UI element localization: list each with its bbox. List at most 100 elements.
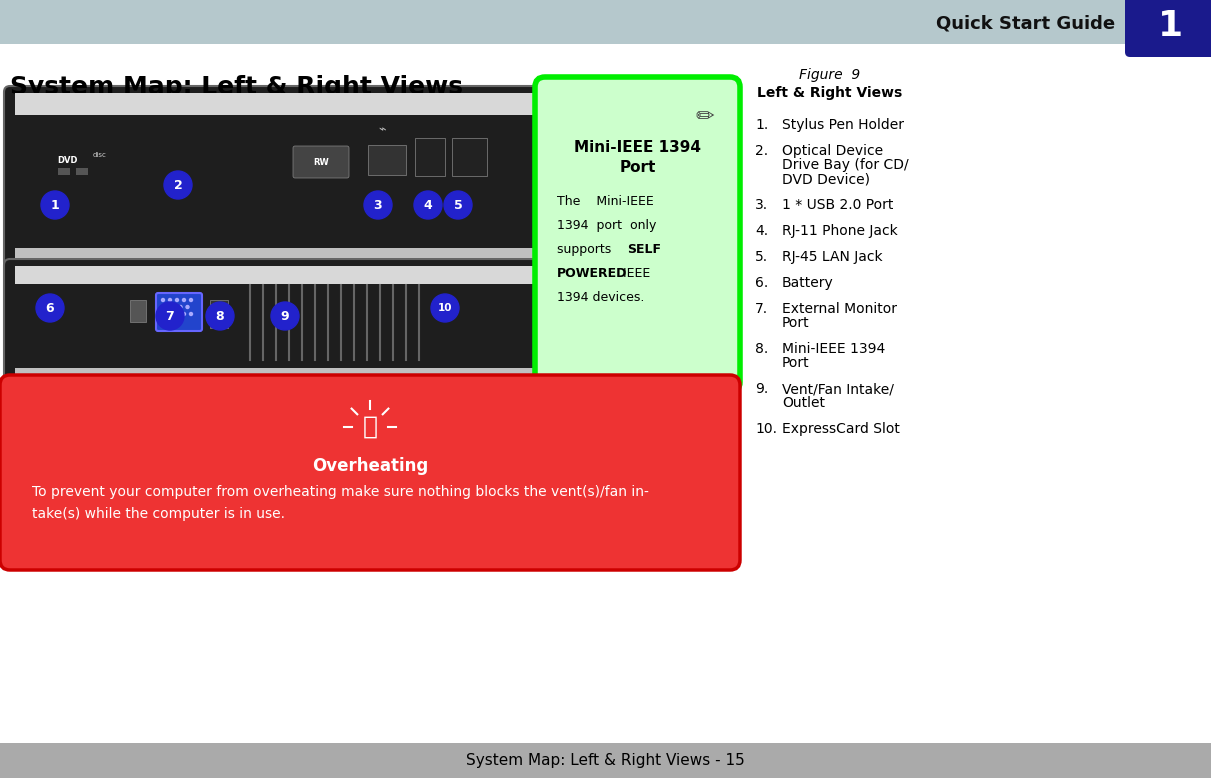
- Text: Mini-IEEE 1394: Mini-IEEE 1394: [782, 342, 885, 356]
- Text: supports: supports: [557, 243, 627, 256]
- FancyBboxPatch shape: [1125, 0, 1211, 57]
- Text: 7: 7: [166, 310, 174, 323]
- Text: 1: 1: [51, 198, 59, 212]
- Text: DVD: DVD: [58, 156, 79, 164]
- Circle shape: [431, 294, 459, 322]
- Text: 4: 4: [424, 198, 432, 212]
- Bar: [15, 368, 540, 376]
- FancyBboxPatch shape: [535, 77, 740, 392]
- FancyBboxPatch shape: [0, 375, 740, 570]
- Circle shape: [206, 302, 234, 330]
- Text: IEEE: IEEE: [615, 267, 650, 280]
- Text: ExpressCard Slot: ExpressCard Slot: [782, 422, 900, 436]
- Circle shape: [172, 306, 176, 309]
- Text: 1 * USB 2.0 Port: 1 * USB 2.0 Port: [782, 198, 894, 212]
- Circle shape: [176, 299, 178, 302]
- Circle shape: [41, 191, 69, 219]
- Bar: [15, 248, 540, 258]
- Text: SELF: SELF: [627, 243, 661, 256]
- Text: Port: Port: [782, 356, 810, 370]
- Circle shape: [161, 313, 165, 316]
- Text: 8.: 8.: [754, 342, 768, 356]
- Circle shape: [163, 171, 193, 199]
- Circle shape: [176, 313, 178, 316]
- Circle shape: [183, 313, 185, 316]
- Text: Left & Right Views: Left & Right Views: [757, 86, 902, 100]
- Text: 4.: 4.: [754, 224, 768, 238]
- Bar: [58, 168, 70, 175]
- Circle shape: [189, 313, 193, 316]
- Bar: [0, 743, 1211, 778]
- Text: 3: 3: [374, 198, 383, 212]
- Text: 7.: 7.: [754, 302, 768, 316]
- Bar: [130, 300, 147, 322]
- Text: POWERED: POWERED: [557, 267, 627, 280]
- Text: DVD Device): DVD Device): [782, 172, 869, 186]
- Circle shape: [36, 294, 64, 322]
- Circle shape: [156, 302, 184, 330]
- Text: 2: 2: [173, 178, 183, 191]
- Text: System Map: Left & Right Views: System Map: Left & Right Views: [10, 75, 463, 99]
- Circle shape: [161, 299, 165, 302]
- Text: Stylus Pen Holder: Stylus Pen Holder: [782, 118, 903, 132]
- Text: 1394  port  only: 1394 port only: [557, 219, 656, 232]
- Text: RW: RW: [314, 157, 329, 166]
- Text: Port: Port: [782, 316, 810, 330]
- Text: 1394 devices.: 1394 devices.: [557, 291, 644, 304]
- Text: 8: 8: [216, 310, 224, 323]
- Bar: [452, 138, 487, 176]
- Text: RJ-45 LAN Jack: RJ-45 LAN Jack: [782, 250, 883, 264]
- Circle shape: [365, 191, 392, 219]
- Text: To prevent your computer from overheating make sure nothing blocks the vent(s)/f: To prevent your computer from overheatin…: [31, 485, 649, 499]
- FancyBboxPatch shape: [0, 0, 1133, 44]
- Text: Optical Device: Optical Device: [782, 144, 883, 158]
- FancyBboxPatch shape: [4, 259, 551, 386]
- Text: Port: Port: [619, 159, 655, 174]
- Text: Figure  9: Figure 9: [799, 68, 861, 82]
- Text: Quick Start Guide: Quick Start Guide: [936, 14, 1115, 32]
- Text: 10: 10: [437, 303, 452, 313]
- Text: 10.: 10.: [754, 422, 777, 436]
- Circle shape: [183, 299, 185, 302]
- Circle shape: [444, 191, 472, 219]
- Text: 6: 6: [46, 302, 54, 314]
- Circle shape: [414, 191, 442, 219]
- Circle shape: [168, 313, 172, 316]
- Text: 3.: 3.: [754, 198, 768, 212]
- Text: Outlet: Outlet: [782, 396, 825, 410]
- Text: Battery: Battery: [782, 276, 833, 290]
- Bar: [210, 300, 228, 328]
- Text: 🔔: 🔔: [362, 415, 378, 439]
- Circle shape: [189, 299, 193, 302]
- Text: 6.: 6.: [754, 276, 768, 290]
- Bar: [368, 145, 406, 175]
- Circle shape: [186, 306, 189, 309]
- Text: 2.: 2.: [754, 144, 768, 158]
- Circle shape: [271, 302, 299, 330]
- Text: disc: disc: [93, 152, 107, 158]
- Circle shape: [179, 306, 182, 309]
- Text: Mini-IEEE 1394: Mini-IEEE 1394: [574, 139, 701, 155]
- Text: ✏: ✏: [695, 107, 714, 127]
- FancyBboxPatch shape: [156, 293, 202, 331]
- FancyBboxPatch shape: [4, 86, 551, 268]
- Bar: [15, 266, 540, 284]
- Circle shape: [168, 299, 172, 302]
- Text: Overheating: Overheating: [312, 457, 429, 475]
- Text: The    Mini-IEEE: The Mini-IEEE: [557, 195, 654, 208]
- FancyBboxPatch shape: [293, 146, 349, 178]
- Text: RJ-11 Phone Jack: RJ-11 Phone Jack: [782, 224, 897, 238]
- Text: 1: 1: [1158, 9, 1183, 43]
- Text: 9: 9: [281, 310, 289, 323]
- Text: 5: 5: [454, 198, 463, 212]
- Text: External Monitor: External Monitor: [782, 302, 897, 316]
- Text: 5.: 5.: [754, 250, 768, 264]
- Bar: [15, 93, 540, 115]
- Text: Drive Bay (for CD/: Drive Bay (for CD/: [782, 158, 908, 172]
- Text: 1.: 1.: [754, 118, 768, 132]
- Text: Vent/Fan Intake/: Vent/Fan Intake/: [782, 382, 894, 396]
- Circle shape: [165, 306, 168, 309]
- Text: ⌁: ⌁: [378, 124, 386, 136]
- Text: 9.: 9.: [754, 382, 768, 396]
- Text: take(s) while the computer is in use.: take(s) while the computer is in use.: [31, 507, 285, 521]
